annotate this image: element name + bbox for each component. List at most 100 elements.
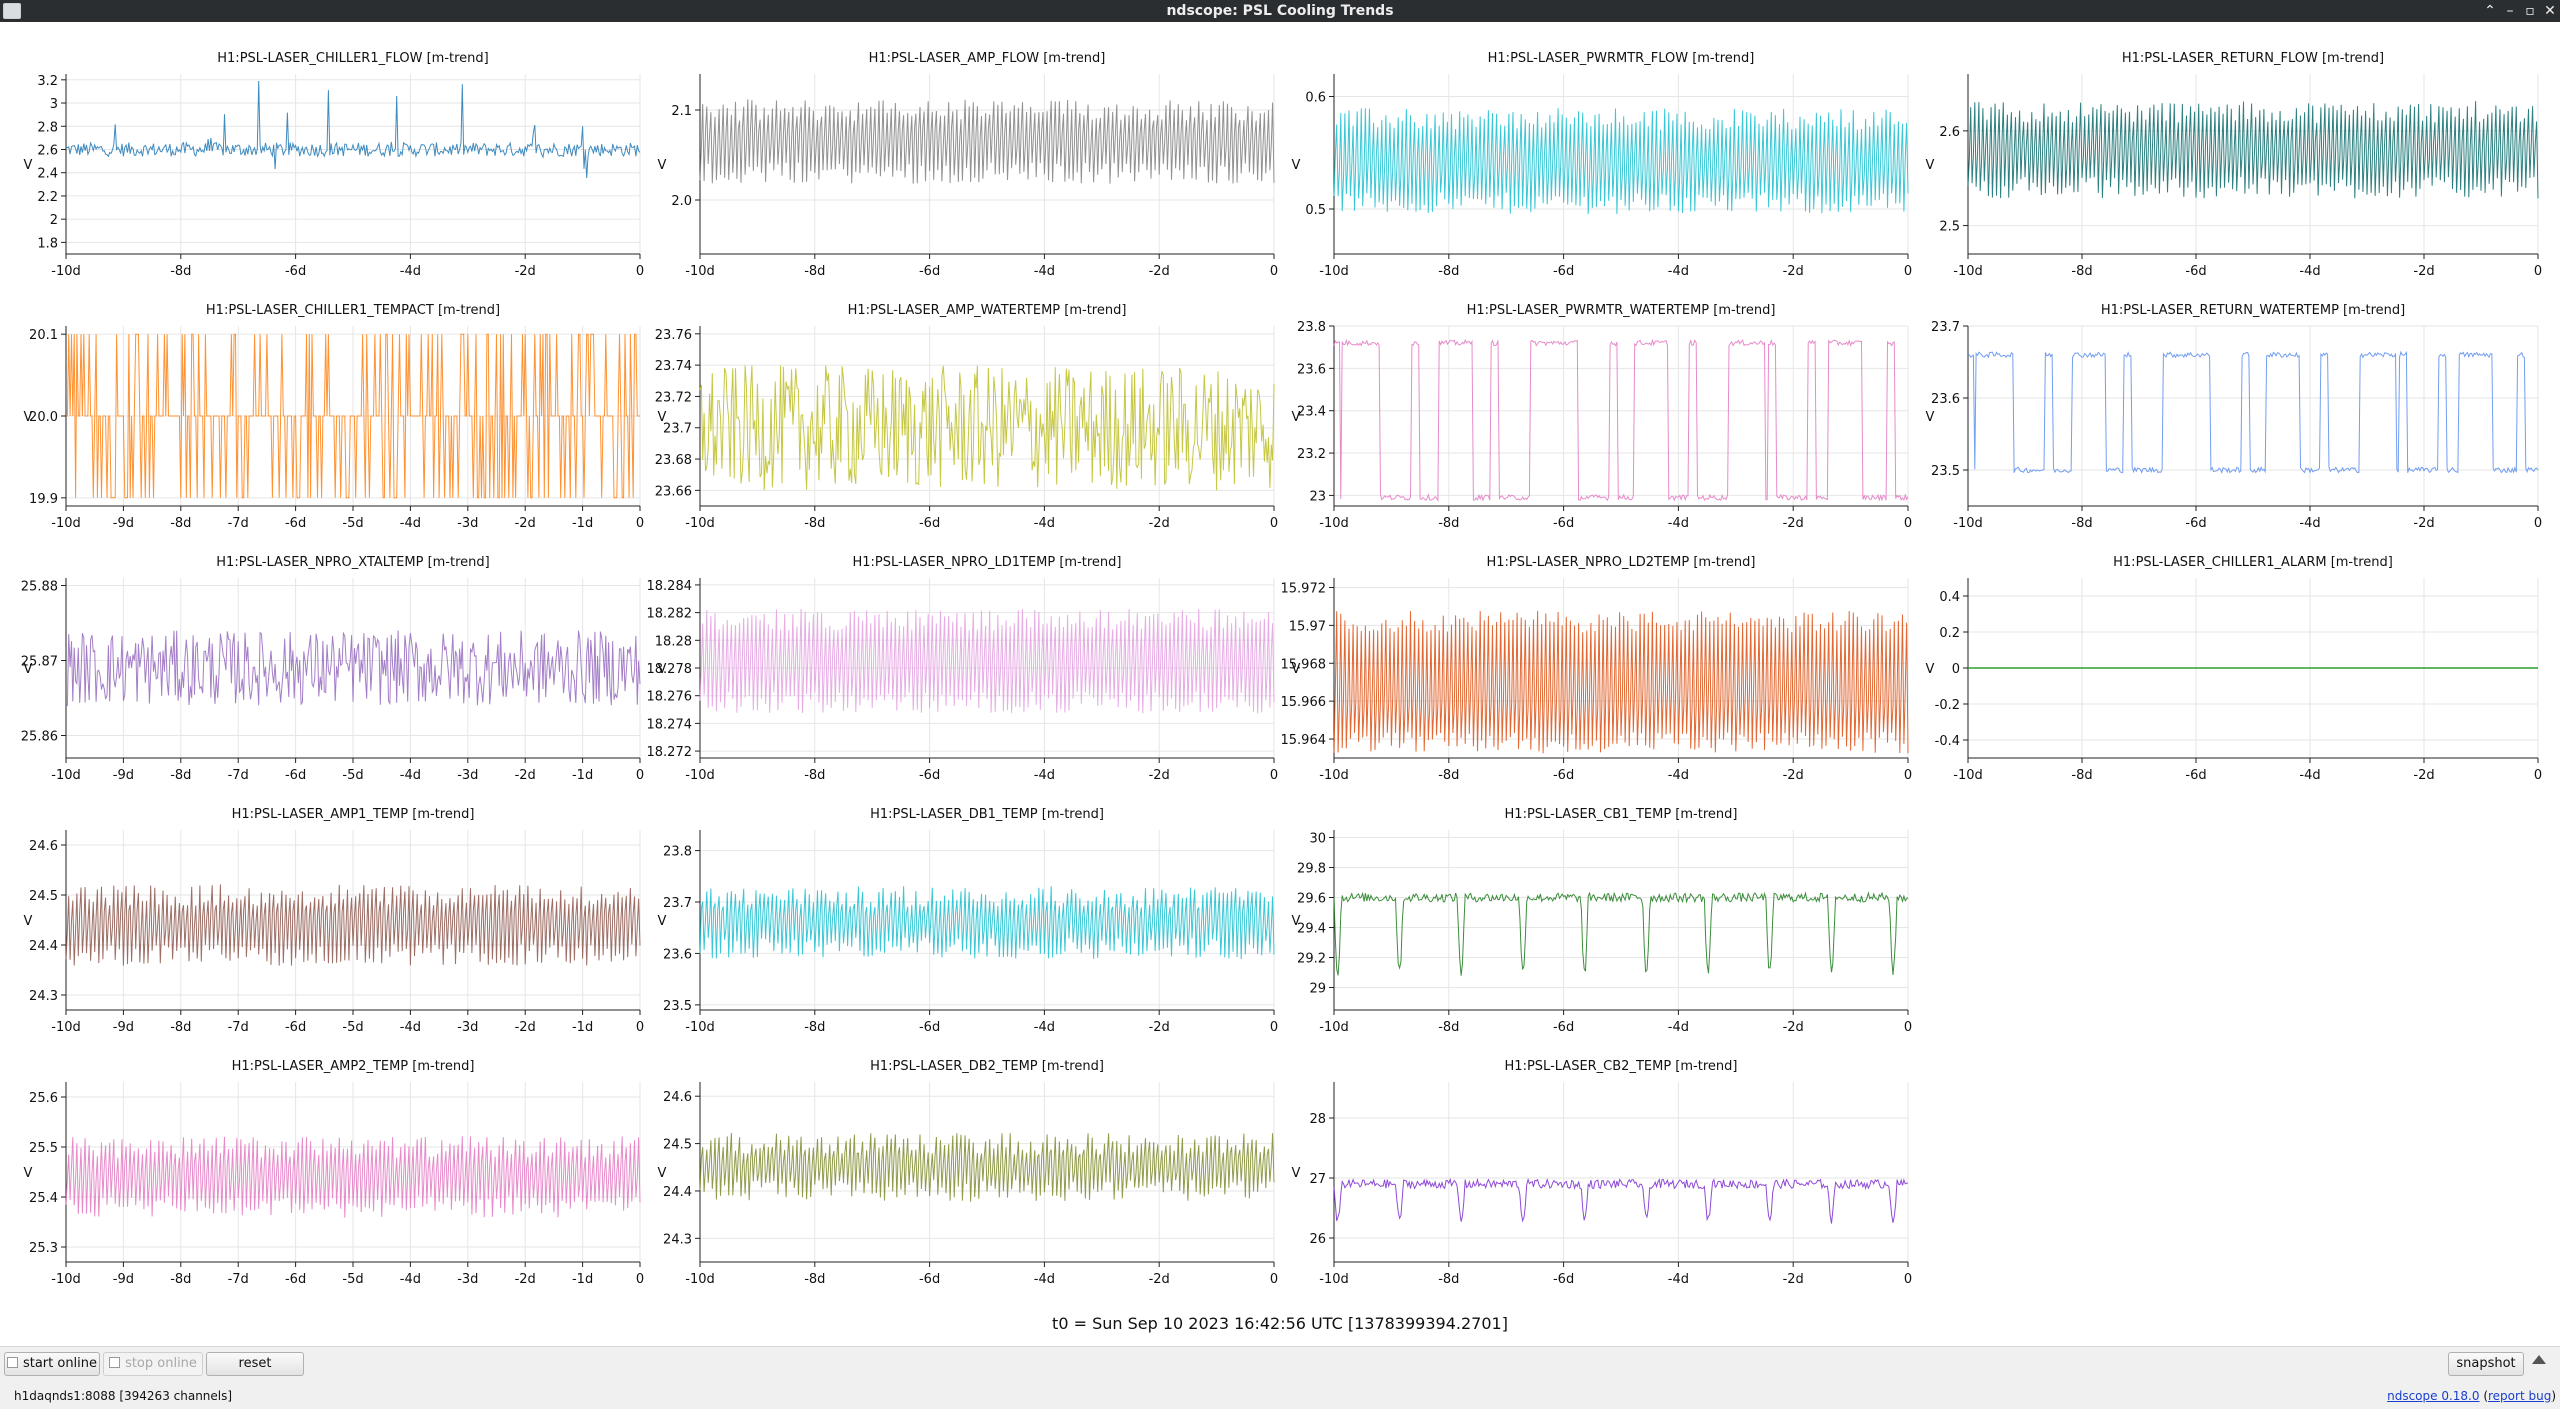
y-tick-label: 18.274	[647, 717, 693, 732]
plot-chiller1_alarm[interactable]: H1:PSL-LASER_CHILLER1_ALARM [m-trend] -0.…	[1926, 555, 2543, 783]
x-tick-label: -8d	[2071, 264, 2092, 279]
start-online-button[interactable]: start online	[4, 1352, 100, 1376]
y-tick-label: 18.276	[647, 690, 693, 705]
reset-button[interactable]: reset	[206, 1352, 304, 1376]
y-axis-label: V	[658, 1166, 667, 1181]
plot-area[interactable]	[1334, 1082, 1908, 1262]
x-tick-label: -2d	[1783, 516, 1804, 531]
y-tick-label: 2.4	[37, 167, 58, 182]
plot-chiller1_flow[interactable]: H1:PSL-LASER_CHILLER1_FLOW [m-trend] 1.8 2…	[24, 51, 645, 279]
plot-db1_temp[interactable]: H1:PSL-LASER_DB1_TEMP [m-trend] 23.5 23.6 2…	[658, 807, 1279, 1035]
plot-amp1_temp[interactable]: H1:PSL-LASER_AMP1_TEMP [m-trend] 24.3 24.4…	[24, 807, 645, 1035]
x-tick-label: -10d	[1953, 264, 1983, 279]
keep-above-icon[interactable]: ⌃	[2484, 3, 2496, 19]
y-tick-label: 0	[1952, 662, 1960, 677]
y-tick-label: 0.6	[1305, 91, 1326, 106]
window-titlebar: ndscope: PSL Cooling Trends ⌃ – ▫ ✕	[0, 0, 2560, 22]
y-tick-label: 25.3	[29, 1241, 58, 1256]
plot-return_flow[interactable]: H1:PSL-LASER_RETURN_FLOW [m-trend] 2.5 2.6…	[1926, 51, 2543, 279]
x-tick-label: -6d	[285, 768, 306, 783]
plot-db2_temp[interactable]: H1:PSL-LASER_DB2_TEMP [m-trend] 24.3 24.4 2…	[658, 1059, 1279, 1287]
app-icon[interactable]	[3, 3, 21, 19]
y-axis-label: V	[24, 410, 33, 425]
version-link[interactable]: ndscope 0.18.0	[2387, 1389, 2480, 1403]
x-tick-label: -2d	[1149, 516, 1170, 531]
plot-area[interactable]	[700, 830, 1274, 1010]
x-tick-label: -10d	[1319, 1272, 1349, 1287]
x-tick-label: -8d	[1438, 1020, 1459, 1035]
plot-npro_xtaltemp[interactable]: H1:PSL-LASER_NPRO_XTALTEMP [m-trend] 25.8…	[21, 555, 644, 783]
x-tick-label: -6d	[285, 264, 306, 279]
plot-title: H1:PSL-LASER_AMP_WATERTEMP [m-trend]	[848, 303, 1127, 318]
minimize-icon[interactable]: –	[2506, 3, 2514, 19]
y-tick-label: 15.964	[1281, 733, 1327, 748]
plot-canvas[interactable]: H1:PSL-LASER_CHILLER1_FLOW [m-trend] 1.8 2…	[0, 24, 2560, 1314]
x-tick-label: 0	[2534, 264, 2542, 279]
window-title: ndscope: PSL Cooling Trends	[1166, 3, 1394, 19]
y-tick-label: 24.4	[663, 1185, 692, 1200]
x-tick-label: -4d	[400, 768, 421, 783]
plot-pwrmtr_watertemp[interactable]: H1:PSL-LASER_PWRMTR_WATERTEMP [m-trend] 2…	[1292, 303, 1913, 531]
plot-cb1_temp[interactable]: H1:PSL-LASER_CB1_TEMP [m-trend] 29 29.2 29.…	[1292, 807, 1913, 1035]
plot-area[interactable]	[700, 1082, 1274, 1262]
report-bug-link[interactable]: report bug	[2488, 1389, 2552, 1403]
plot-npro_ld1temp[interactable]: H1:PSL-LASER_NPRO_LD1TEMP [m-trend] 18.27…	[647, 555, 1279, 783]
plot-area[interactable]	[1334, 830, 1908, 1010]
x-tick-label: -10d	[51, 516, 81, 531]
x-tick-label: -6d	[1553, 516, 1574, 531]
plot-chiller1_tempact[interactable]: H1:PSL-LASER_CHILLER1_TEMPACT [m-trend] 1…	[24, 303, 645, 531]
plot-area[interactable]	[1334, 74, 1908, 254]
stop-online-button[interactable]: stop online	[103, 1352, 203, 1376]
x-tick-label: -9d	[113, 768, 134, 783]
x-tick-label: -10d	[685, 1272, 715, 1287]
drawer-toggle-icon[interactable]	[2532, 1355, 2546, 1364]
plot-cb2_temp[interactable]: H1:PSL-LASER_CB2_TEMP [m-trend] 26 27 28 -10…	[1292, 1059, 1913, 1287]
maximize-icon[interactable]: ▫	[2525, 3, 2535, 19]
x-tick-label: -3d	[457, 1272, 478, 1287]
plot-grid: H1:PSL-LASER_CHILLER1_FLOW [m-trend] 1.8 2…	[0, 24, 2560, 1344]
x-tick-label: -4d	[400, 1272, 421, 1287]
x-tick-label: -6d	[919, 1272, 940, 1287]
trace-chiller1_flow	[65, 80, 641, 179]
y-tick-label: 23	[1309, 489, 1326, 504]
snapshot-button[interactable]: snapshot	[2448, 1352, 2524, 1376]
plot-amp_flow[interactable]: H1:PSL-LASER_AMP_FLOW [m-trend] 2.0 2.1 -10…	[658, 51, 1279, 279]
x-tick-label: -10d	[685, 264, 715, 279]
plot-amp2_temp[interactable]: H1:PSL-LASER_AMP2_TEMP [m-trend] 25.3 25.4…	[24, 1059, 645, 1287]
x-tick-label: -4d	[1668, 1020, 1689, 1035]
plot-return_watertemp[interactable]: H1:PSL-LASER_RETURN_WATERTEMP [m-trend] 2…	[1926, 303, 2543, 531]
y-tick-label: 23.72	[655, 390, 692, 405]
trace-pwrmtr_watertemp	[1333, 338, 1909, 502]
y-tick-label: 3.2	[37, 74, 58, 89]
x-tick-label: -5d	[342, 1272, 363, 1287]
plot-area[interactable]	[66, 74, 640, 254]
x-tick-label: -2d	[1783, 768, 1804, 783]
x-tick-label: 0	[636, 516, 644, 531]
x-tick-label: -4d	[1034, 768, 1055, 783]
y-tick-label: 29.6	[1297, 892, 1326, 907]
plot-area[interactable]	[1968, 326, 2538, 506]
trace-chiller1_tempact	[66, 333, 640, 499]
plot-title: H1:PSL-LASER_CHILLER1_TEMPACT [m-trend]	[206, 303, 500, 318]
y-tick-label: 2	[50, 213, 58, 228]
y-axis-label: V	[1926, 158, 1935, 173]
y-tick-label: 23.76	[655, 328, 692, 343]
x-tick-label: -10d	[1319, 1020, 1349, 1035]
x-tick-label: -3d	[457, 516, 478, 531]
plot-npro_ld2temp[interactable]: H1:PSL-LASER_NPRO_LD2TEMP [m-trend] 15.96…	[1281, 555, 1913, 783]
plot-title: H1:PSL-LASER_NPRO_LD1TEMP [m-trend]	[853, 555, 1122, 570]
y-axis-label: V	[24, 662, 33, 677]
plot-title: H1:PSL-LASER_NPRO_LD2TEMP [m-trend]	[1487, 555, 1756, 570]
plot-pwrmtr_flow[interactable]: H1:PSL-LASER_PWRMTR_FLOW [m-trend] 0.5 0.6…	[1292, 51, 1913, 279]
x-tick-label: -6d	[2185, 264, 2206, 279]
close-icon[interactable]: ✕	[2544, 3, 2556, 19]
y-tick-label: 2.8	[37, 120, 58, 135]
x-tick-label: -4d	[1034, 516, 1055, 531]
x-tick-label: -9d	[113, 1272, 134, 1287]
plot-area[interactable]	[1334, 326, 1908, 506]
x-tick-label: -5d	[342, 516, 363, 531]
x-tick-label: -2d	[515, 768, 536, 783]
plot-amp_watertemp[interactable]: H1:PSL-LASER_AMP_WATERTEMP [m-trend] 23.6…	[655, 303, 1278, 531]
x-tick-label: -8d	[170, 516, 191, 531]
y-tick-label: 29.8	[1297, 862, 1326, 877]
